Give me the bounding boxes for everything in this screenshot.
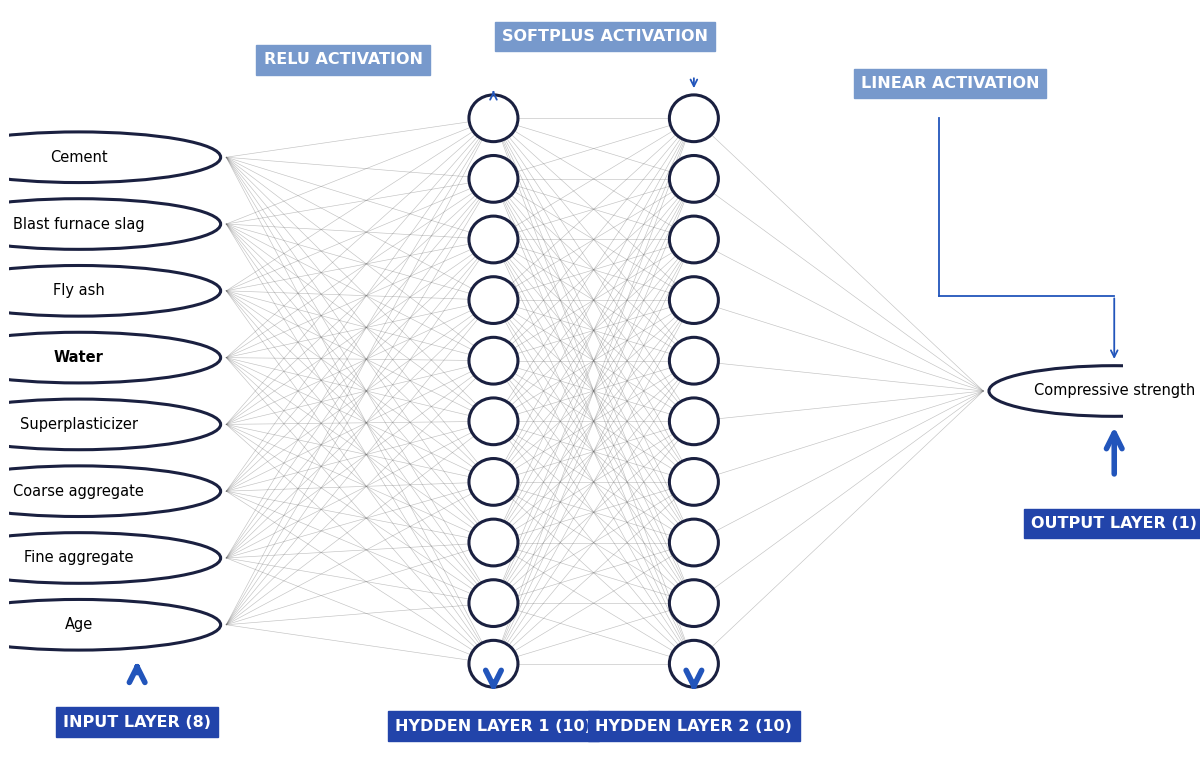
Ellipse shape (469, 95, 518, 142)
Ellipse shape (469, 156, 518, 203)
Ellipse shape (0, 533, 221, 583)
Ellipse shape (469, 216, 518, 263)
Ellipse shape (670, 398, 719, 445)
Ellipse shape (469, 458, 518, 505)
Text: Fine aggregate: Fine aggregate (24, 551, 133, 565)
Ellipse shape (0, 132, 221, 182)
Text: Cement: Cement (50, 149, 108, 165)
Ellipse shape (670, 337, 719, 384)
Text: LINEAR ACTIVATION: LINEAR ACTIVATION (860, 76, 1039, 91)
Ellipse shape (0, 466, 221, 516)
Text: HYDDEN LAYER 1 (10): HYDDEN LAYER 1 (10) (395, 719, 592, 734)
Text: Fly ash: Fly ash (53, 283, 104, 298)
Ellipse shape (670, 95, 719, 142)
Text: Superplasticizer: Superplasticizer (19, 417, 138, 432)
Ellipse shape (670, 579, 719, 626)
Ellipse shape (0, 399, 221, 450)
Ellipse shape (0, 266, 221, 316)
Ellipse shape (0, 199, 221, 249)
Text: Age: Age (65, 617, 92, 633)
Text: Coarse aggregate: Coarse aggregate (13, 484, 144, 499)
Ellipse shape (469, 398, 518, 445)
Ellipse shape (670, 458, 719, 505)
Text: OUTPUT LAYER (1): OUTPUT LAYER (1) (1031, 516, 1198, 531)
Ellipse shape (469, 519, 518, 566)
Ellipse shape (469, 277, 518, 324)
Text: Blast furnace slag: Blast furnace slag (13, 217, 144, 231)
Ellipse shape (670, 216, 719, 263)
Text: RELU ACTIVATION: RELU ACTIVATION (264, 52, 422, 67)
Ellipse shape (0, 600, 221, 650)
Ellipse shape (469, 337, 518, 384)
Text: Compressive strength: Compressive strength (1033, 383, 1195, 399)
Text: INPUT LAYER (8): INPUT LAYER (8) (64, 715, 211, 730)
Ellipse shape (0, 332, 221, 383)
Ellipse shape (469, 640, 518, 687)
Text: Water: Water (54, 350, 103, 365)
Ellipse shape (469, 579, 518, 626)
Ellipse shape (670, 156, 719, 203)
Ellipse shape (989, 366, 1200, 416)
Text: SOFTPLUS ACTIVATION: SOFTPLUS ACTIVATION (502, 29, 708, 44)
Ellipse shape (670, 277, 719, 324)
Text: HYDDEN LAYER 2 (10): HYDDEN LAYER 2 (10) (595, 719, 792, 734)
Ellipse shape (670, 519, 719, 566)
Ellipse shape (670, 640, 719, 687)
